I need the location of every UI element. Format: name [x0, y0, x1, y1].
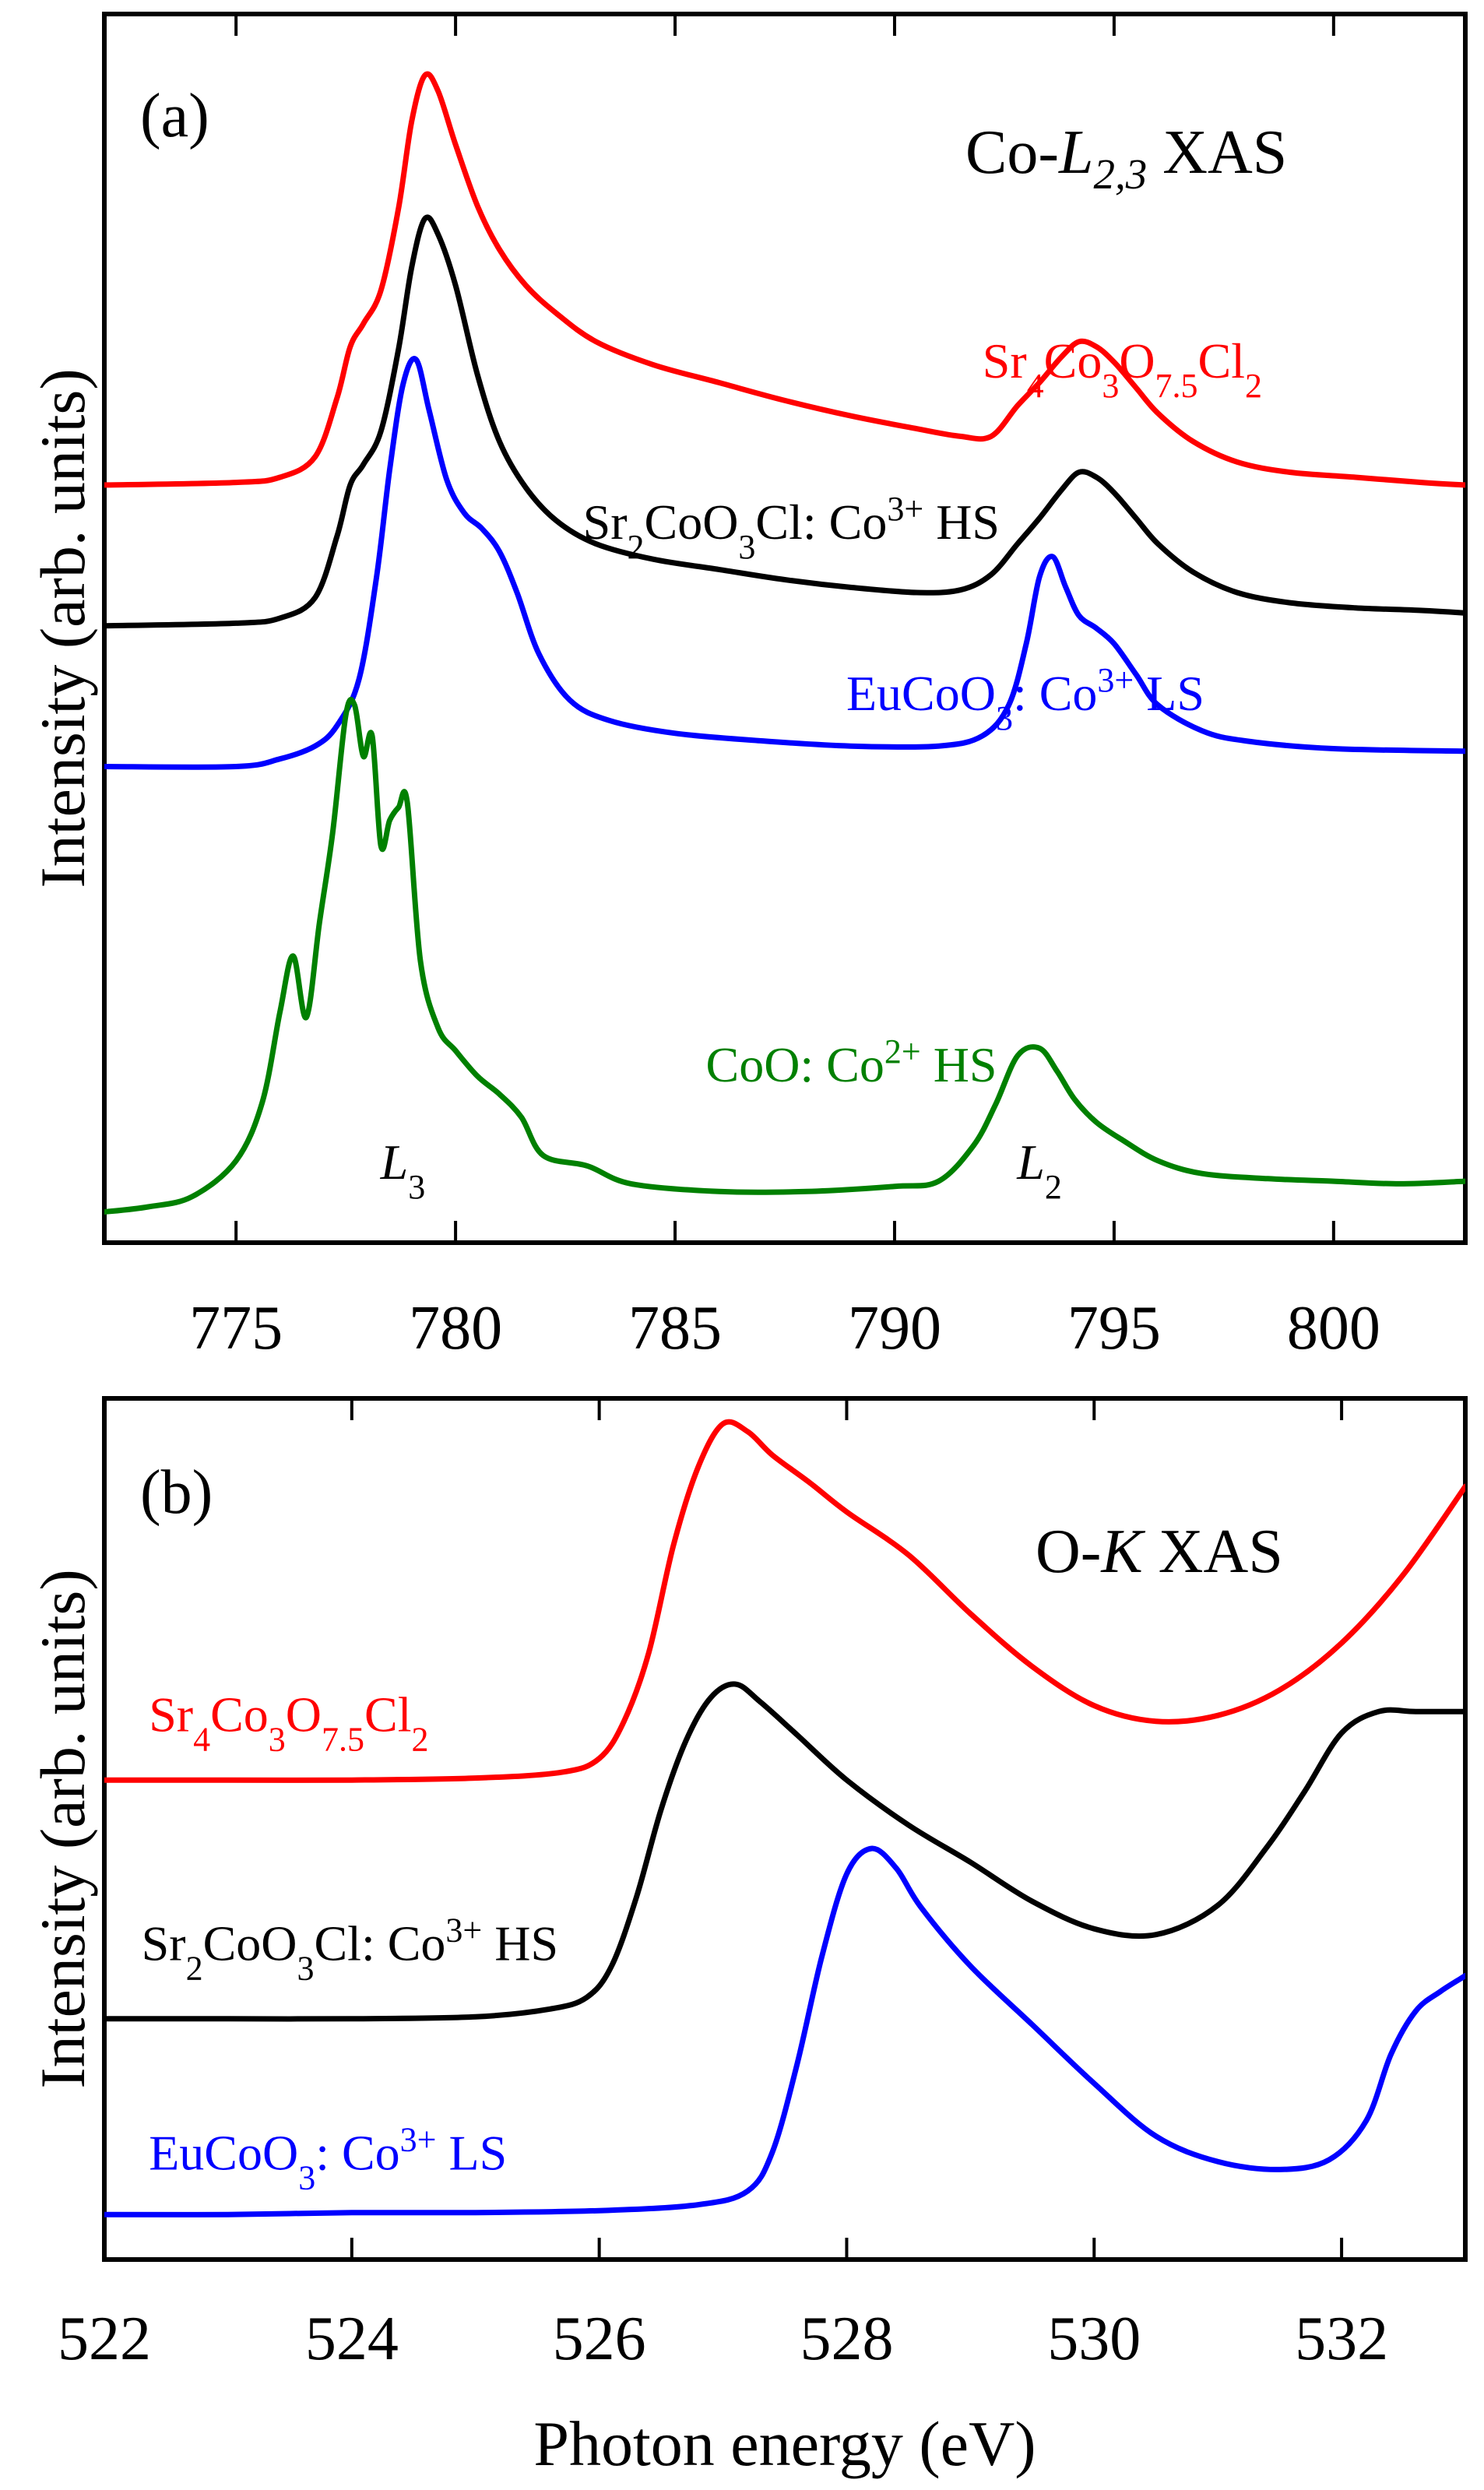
- panel-a-x-tick-label: 790: [848, 1294, 941, 1363]
- panel-b-series-labels: Sr4Co3O7.5Cl2 Sr2CoO3Cl: Co3+ HS EuCoO3: C…: [142, 1686, 558, 2196]
- panel-a-x-tick-label: 800: [1287, 1294, 1380, 1363]
- panel-a-series-label-eucoo3-co3-ls: EuCoO3: Co3+ LS: [846, 661, 1204, 737]
- panel-a-x-tick-label: 775: [189, 1294, 283, 1363]
- panel-b-curve-sr2coo3cl-co3-hs: [104, 1681, 1465, 2022]
- panel-b-label: (b): [140, 1458, 213, 1527]
- panel-a-x-ticks: [234, 14, 1335, 1243]
- panel-a-curve-sr4co3o7-5cl2: [104, 71, 1465, 488]
- panel-b-curve-eucoo3-co3-ls: [104, 1845, 1465, 2217]
- panel-a-series-label-sr2coo3cl-co3-hs: Sr2CoO3Cl: Co3+ HS: [583, 489, 1000, 565]
- panel-a-annotations: L3 L2: [380, 1134, 1062, 1206]
- panel-a-chart: (a) Co-L2,3 XAS Sr4Co3O7.5Cl2 Sr2CoO3Cl: …: [27, 12, 1468, 1363]
- panel-a-series-label-coo-co2-hs: CoO: Co2+ HS: [706, 1032, 997, 1092]
- panel-a-annotation-l2: L2: [1016, 1134, 1062, 1206]
- panel-a-curve-coo-co2-hs: [104, 697, 1465, 1215]
- panel-b-plot-frame: [102, 1396, 1468, 2262]
- panel-a-curves: [104, 71, 1465, 1215]
- panel-b-x-tick-label: 532: [1295, 2305, 1388, 2373]
- panel-a-series-label-sr4co3o7-5cl2: Sr4Co3O7.5Cl2: [983, 333, 1262, 405]
- panel-b-x-tick-label: 526: [553, 2305, 646, 2373]
- panel-b-y-axis-label: Intensity (arb. units): [27, 1569, 98, 2088]
- panel-b-x-tick-labels: 522 524 526 528 530 532: [58, 2305, 1388, 2373]
- panel-a-x-tick-label: 795: [1067, 1294, 1161, 1363]
- panel-b-curve-sr4co3o7-5cl2: [104, 1419, 1465, 1783]
- panel-a-annotation-l3: L3: [380, 1134, 426, 1206]
- panel-a-x-tick-labels: 775 780 785 790 795 800: [189, 1294, 1380, 1363]
- panel-a-x-tick-label: 780: [409, 1294, 502, 1363]
- panel-a-series-labels: Sr4Co3O7.5Cl2 Sr2CoO3Cl: Co3+ HS EuCoO3: C…: [583, 333, 1262, 1092]
- panel-b-x-ticks: [103, 1398, 1344, 2260]
- panel-b-chart: (b) O-K XAS Sr4Co3O7.5Cl2 Sr2CoO3Cl: Co3+…: [27, 1396, 1468, 2479]
- panel-b-series-label-sr2coo3cl-co3-hs: Sr2CoO3Cl: Co3+ HS: [142, 1911, 558, 1987]
- panel-a-curve-eucoo3-co3-ls: [104, 356, 1465, 770]
- panel-a-x-tick-label: 785: [628, 1294, 722, 1363]
- panel-a-curve-sr2coo3cl-co3-hs: [104, 214, 1465, 629]
- panel-b-curves: [104, 1419, 1465, 2217]
- panel-b-x-tick-label: 522: [58, 2305, 151, 2373]
- panel-b-x-axis-label: Photon energy (eV): [533, 2408, 1036, 2479]
- panel-b-title: O-K XAS: [1036, 1518, 1283, 1586]
- panel-a-y-axis-label: Intensity (arb. units): [27, 368, 98, 888]
- panel-a-label: (a): [140, 82, 209, 150]
- panel-b-x-tick-label: 524: [305, 2305, 399, 2373]
- panel-b-series-label-eucoo3-co3-ls: EuCoO3: Co3+ LS: [149, 2120, 507, 2196]
- panel-b-x-tick-label: 530: [1047, 2305, 1141, 2373]
- panel-b-series-label-sr4co3o7-5cl2: Sr4Co3O7.5Cl2: [149, 1686, 428, 1758]
- panel-a-title: Co-L2,3 XAS: [965, 118, 1287, 198]
- panel-b-x-tick-label: 528: [800, 2305, 893, 2373]
